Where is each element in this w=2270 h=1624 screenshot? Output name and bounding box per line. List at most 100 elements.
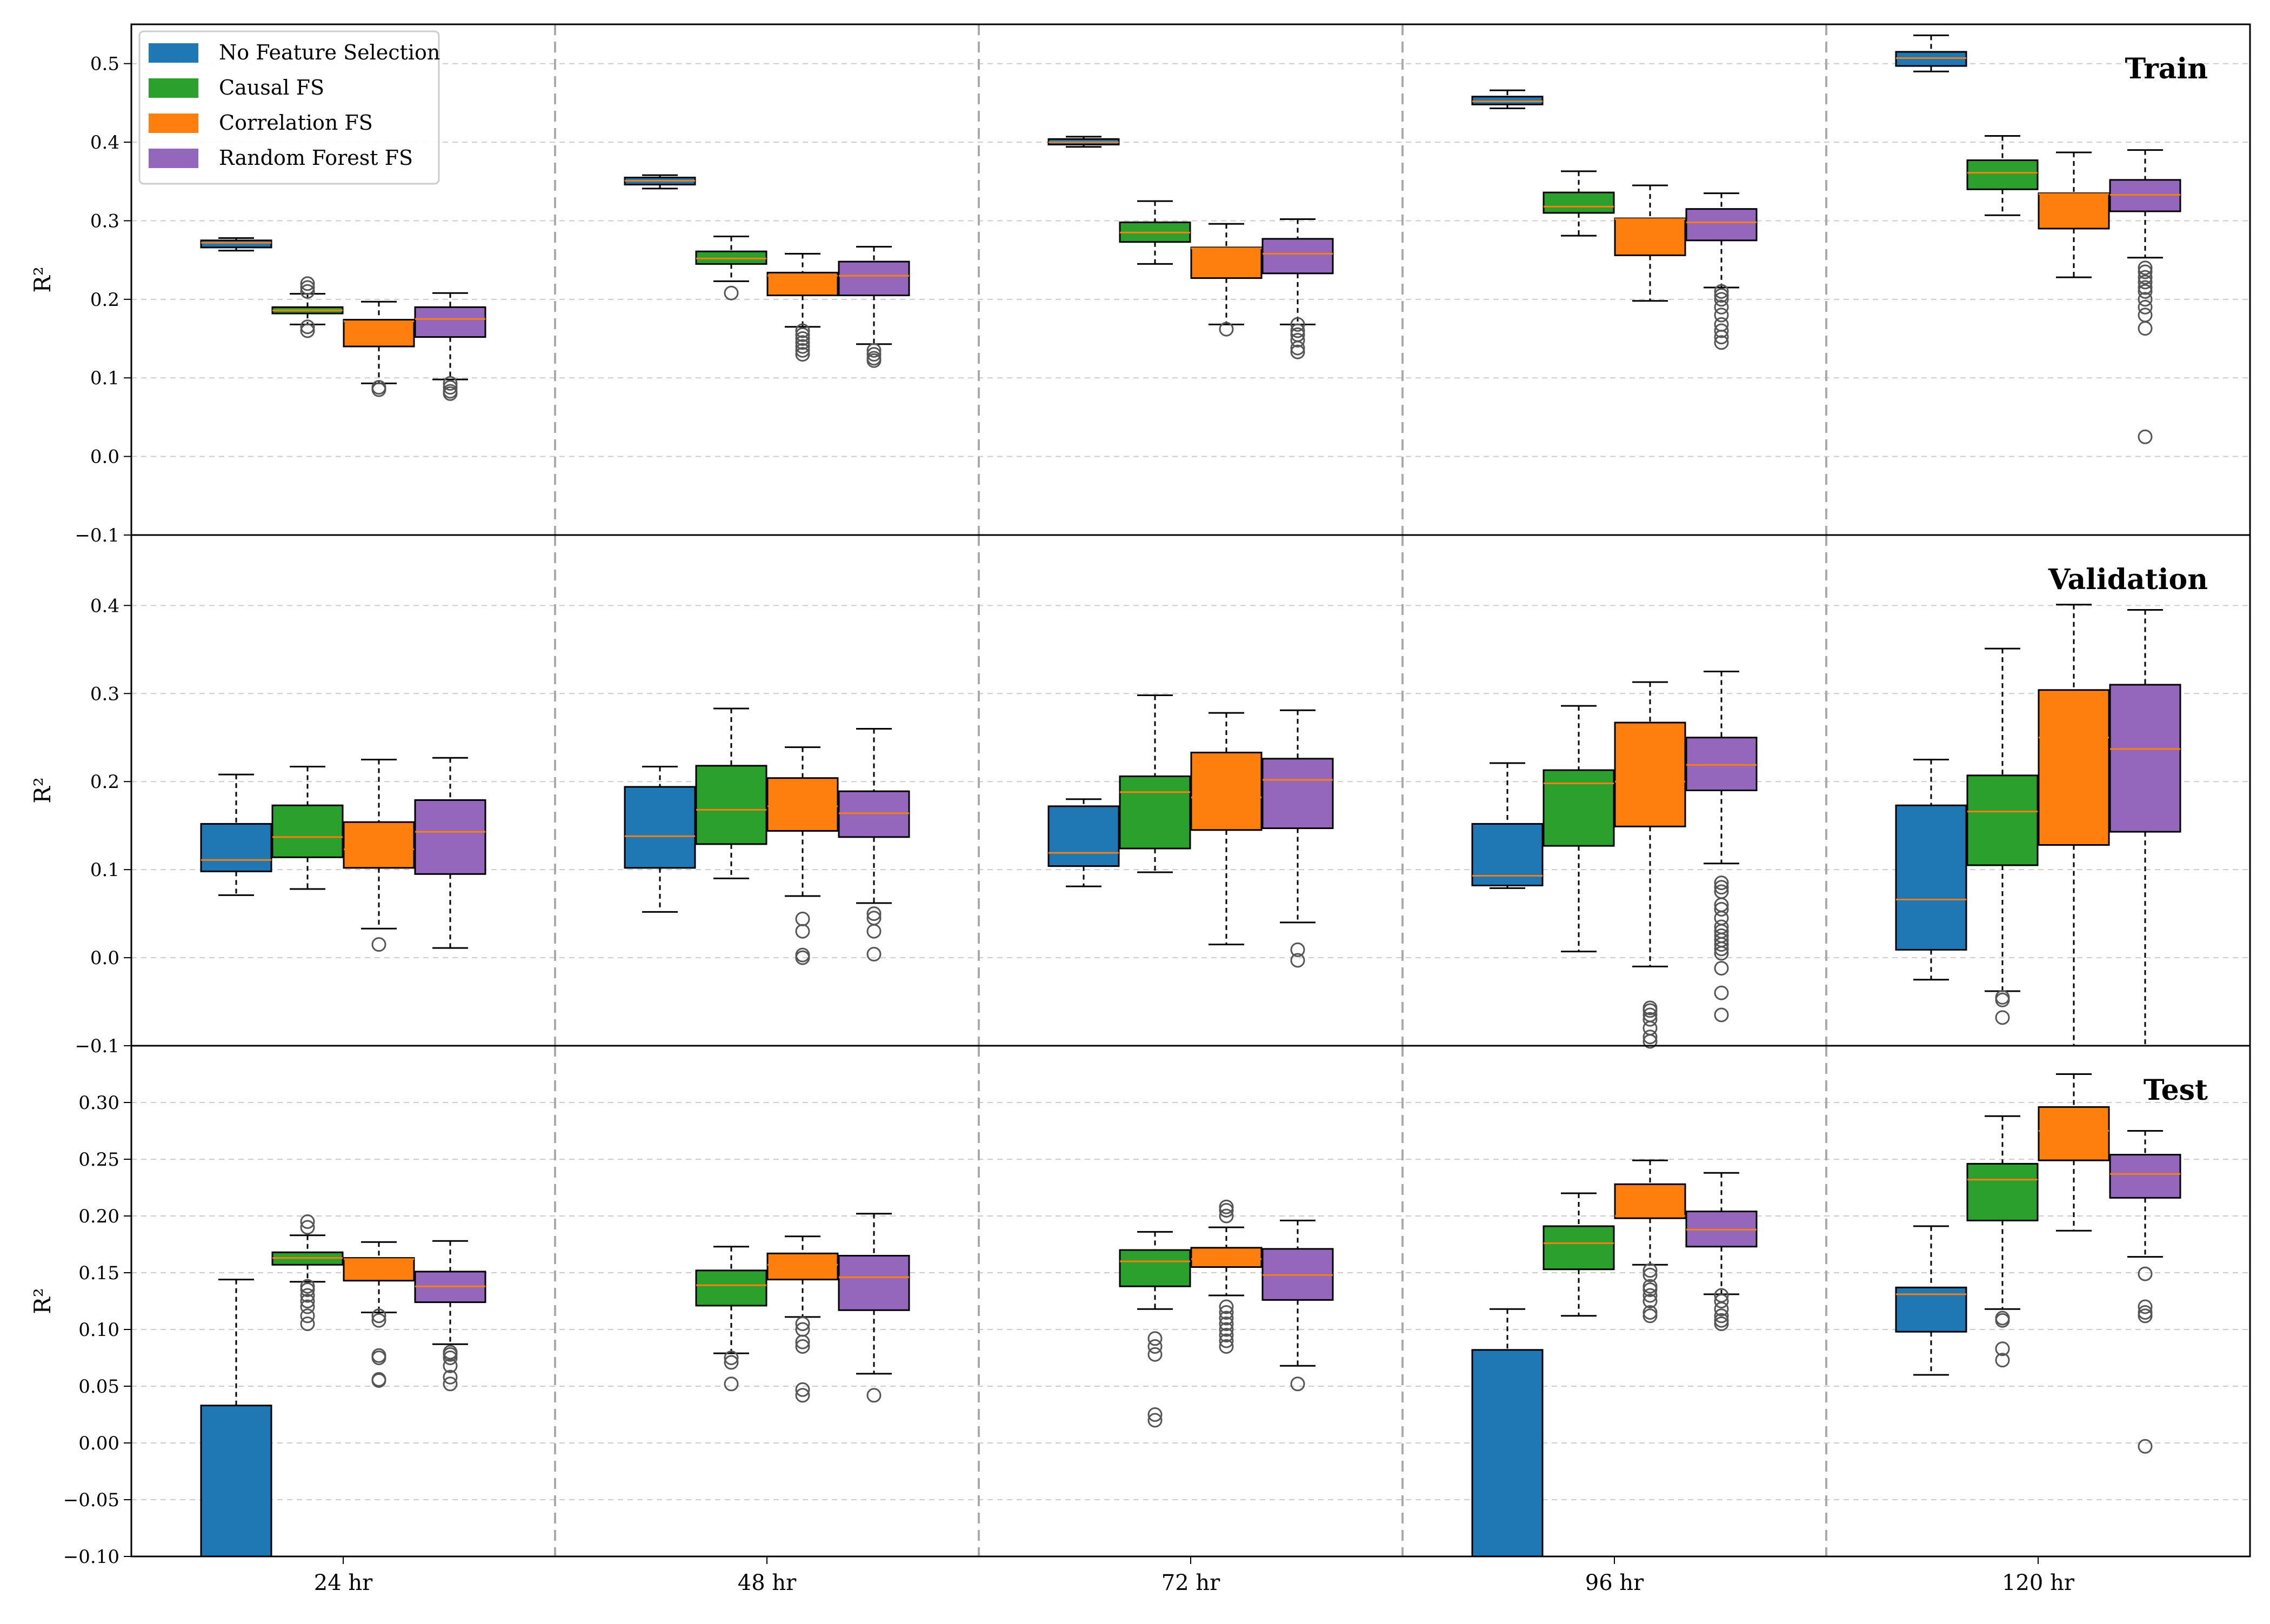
- box-train-1-3: [838, 245, 910, 368]
- outlier-point: [1643, 1308, 1658, 1324]
- y-tick-label: 0.30: [78, 1092, 119, 1114]
- outlier-point: [1290, 332, 1305, 347]
- outlier-point: [2138, 284, 2153, 299]
- y-axis-label: R²: [29, 1288, 56, 1314]
- outlier-point: [1714, 880, 1729, 895]
- outlier-point: [2138, 264, 2153, 279]
- box-test-3-2: [1614, 1159, 1686, 1324]
- outlier-point: [371, 1351, 386, 1365]
- box-body: [1471, 1349, 1544, 1558]
- box-test-0-1: [271, 1214, 344, 1331]
- x-tick-label: 72 hr: [1161, 1570, 1220, 1595]
- outlier-point: [371, 937, 386, 952]
- y-tick-label: 0.05: [78, 1376, 119, 1398]
- outlier-point: [1714, 1313, 1729, 1328]
- outlier-point: [2138, 280, 2153, 295]
- box-body: [695, 1269, 767, 1307]
- box-train-2-1: [1119, 200, 1191, 265]
- outlier-point: [371, 1308, 386, 1324]
- box-test-0-2: [343, 1241, 415, 1388]
- panel-title: Test: [2144, 1074, 2208, 1107]
- outlier-point: [1290, 344, 1305, 359]
- box-body: [1119, 775, 1191, 850]
- y-tick-label: 0.25: [78, 1149, 119, 1171]
- box-train-4-3: [2109, 149, 2181, 444]
- y-tick-label: −0.1: [75, 1035, 119, 1057]
- outlier-point: [2138, 299, 2153, 315]
- outlier-point: [1714, 335, 1729, 350]
- box-validation-2-1: [1119, 694, 1191, 873]
- y-tick-label: 0.4: [90, 595, 119, 617]
- box-body: [838, 260, 910, 297]
- box-train-2-2: [1190, 223, 1263, 337]
- box-validation-1-2: [766, 746, 839, 965]
- outlier-point: [300, 1308, 315, 1324]
- box-body: [1614, 721, 1686, 827]
- outlier-point: [2138, 1308, 2153, 1324]
- box-validation-2-3: [1261, 709, 1334, 968]
- legend-swatch: [149, 78, 198, 98]
- box-body: [838, 790, 910, 838]
- outlier-point: [1714, 961, 1729, 976]
- box-body: [1047, 805, 1120, 867]
- outlier-point: [795, 911, 810, 926]
- box-validation-2-2: [1190, 712, 1263, 946]
- outlier-point: [443, 386, 458, 401]
- outlier-point: [1290, 340, 1305, 356]
- box-train-2-0: [1047, 136, 1120, 148]
- outlier-point: [1995, 1313, 2010, 1328]
- y-tick-label: 0.2: [90, 771, 119, 793]
- box-validation-1-3: [838, 727, 910, 962]
- outlier-point: [1219, 1339, 1234, 1354]
- outlier-point: [1219, 1208, 1234, 1224]
- outlier-point: [1290, 323, 1305, 338]
- box-validation-0-0: [200, 773, 272, 896]
- outlier-point: [443, 1351, 458, 1365]
- box-validation-1-1: [695, 707, 767, 879]
- y-tick-label: 0.1: [90, 367, 119, 389]
- outlier-point: [795, 950, 810, 965]
- y-tick-label: −0.1: [75, 525, 119, 546]
- box-test-2-2: [1190, 1199, 1263, 1354]
- outlier-point: [1219, 1322, 1234, 1337]
- box-validation-3-0: [1471, 762, 1544, 889]
- y-tick-label: 0.00: [78, 1433, 119, 1454]
- box-test-0-3: [414, 1240, 486, 1392]
- outlier-point: [1995, 1353, 2010, 1368]
- outlier-point: [1290, 1376, 1305, 1392]
- outlier-point: [2138, 270, 2153, 285]
- outlier-point: [300, 1282, 315, 1297]
- box-body: [200, 1405, 272, 1558]
- y-axis-label: R²: [29, 266, 56, 292]
- outlier-point: [866, 353, 882, 368]
- outlier-point: [1219, 322, 1234, 337]
- outlier-point: [300, 1316, 315, 1331]
- box-test-3-1: [1543, 1192, 1615, 1317]
- box-test-0-0: [200, 1279, 272, 1558]
- outlier-point: [300, 323, 315, 338]
- panel-title: Train: [2125, 52, 2208, 85]
- outlier-point: [1995, 992, 2010, 1007]
- box-validation-1-0: [624, 766, 696, 913]
- box-body: [766, 1252, 839, 1281]
- box-body: [2038, 192, 2110, 230]
- box-body: [1543, 1225, 1615, 1271]
- box-body: [1685, 737, 1758, 791]
- outlier-point: [300, 1299, 315, 1314]
- box-train-1-2: [766, 253, 839, 362]
- outlier-point: [1714, 985, 1729, 1000]
- legend-label: No Feature Selection: [219, 41, 440, 64]
- outlier-point: [795, 339, 810, 354]
- outlier-point: [1219, 1311, 1234, 1326]
- y-tick-label: 0.4: [90, 132, 119, 153]
- outlier-point: [1219, 1199, 1234, 1214]
- box-test-4-3: [2109, 1130, 2181, 1454]
- outlier-point: [795, 924, 810, 939]
- outlier-point: [443, 1347, 458, 1362]
- panel-title: Validation: [2048, 563, 2208, 596]
- outlier-point: [1714, 284, 1729, 299]
- outlier-point: [1219, 1203, 1234, 1218]
- box-test-3-3: [1685, 1172, 1758, 1331]
- panel-train: 0.5 0.4 0.3 0.2 0.1 0.0 −0.1 Train R²: [29, 23, 2251, 546]
